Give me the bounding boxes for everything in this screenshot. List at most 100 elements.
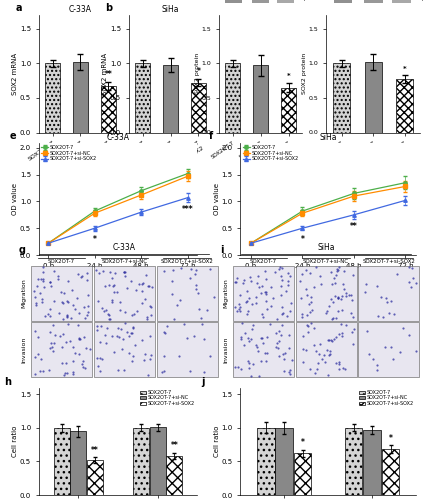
Point	[333, 265, 340, 273]
Bar	[345, 428, 363, 495]
Point	[64, 313, 71, 321]
Point	[51, 331, 58, 339]
Point	[35, 350, 42, 358]
Point	[79, 362, 86, 370]
Point	[413, 346, 420, 354]
Point	[72, 348, 79, 356]
Point	[299, 358, 306, 366]
Point	[389, 356, 396, 364]
Point	[114, 332, 121, 340]
Text: *: *	[403, 66, 407, 71]
Point	[323, 309, 329, 317]
Point	[254, 279, 260, 287]
Point	[74, 294, 81, 302]
Text: Migration: Migration	[223, 278, 228, 308]
Text: *: *	[301, 438, 305, 448]
Y-axis label: OD value: OD value	[214, 182, 220, 215]
Point	[84, 268, 91, 276]
Point	[115, 366, 121, 374]
Bar	[94, 266, 155, 320]
Point	[305, 328, 312, 336]
Point	[67, 314, 74, 322]
Text: **: **	[350, 222, 358, 231]
Point	[315, 359, 322, 367]
Point	[162, 329, 169, 337]
Point	[63, 370, 70, 378]
Point	[253, 292, 260, 300]
Point	[64, 277, 71, 285]
Title: SiHa: SiHa	[320, 132, 337, 141]
Point	[328, 336, 335, 344]
Point	[66, 337, 73, 345]
Point	[61, 369, 68, 377]
Point	[325, 351, 332, 359]
Text: *: *	[287, 74, 290, 80]
Point	[61, 288, 68, 296]
Point	[31, 370, 38, 378]
Point	[129, 311, 136, 319]
Point	[329, 315, 336, 323]
Point	[231, 304, 238, 312]
Point	[176, 296, 183, 304]
Point	[102, 282, 109, 290]
Point	[382, 342, 389, 350]
Point	[139, 336, 146, 344]
Point	[239, 279, 246, 287]
Point	[326, 336, 333, 344]
Point	[234, 307, 241, 315]
Point	[85, 308, 92, 316]
Point	[59, 298, 66, 306]
Point	[316, 350, 323, 358]
Point	[257, 334, 264, 342]
Point	[377, 293, 384, 301]
Point	[82, 314, 88, 322]
Point	[236, 300, 242, 308]
Point	[69, 368, 76, 376]
Point	[347, 291, 354, 299]
Bar	[225, 64, 240, 132]
Point	[33, 301, 39, 309]
Point	[112, 269, 118, 277]
Text: C-33A: C-33A	[113, 242, 136, 252]
Point	[30, 287, 37, 295]
Point	[284, 282, 291, 290]
Point	[409, 274, 416, 282]
Point	[63, 358, 69, 366]
Point	[133, 286, 139, 294]
Point	[254, 348, 261, 356]
Point	[129, 357, 136, 365]
Point	[134, 307, 141, 315]
Point	[364, 328, 371, 336]
Point	[174, 300, 181, 308]
Point	[31, 353, 38, 361]
Point	[95, 268, 102, 276]
Point	[400, 324, 407, 332]
Point	[146, 332, 153, 340]
Point	[245, 364, 252, 372]
Point	[148, 310, 154, 318]
Point	[330, 336, 337, 344]
Point	[241, 276, 248, 284]
Point	[262, 356, 269, 364]
Point	[44, 310, 51, 318]
Point	[324, 371, 331, 379]
Point	[204, 306, 211, 314]
Point	[345, 291, 352, 299]
Point	[333, 272, 340, 280]
Point	[308, 294, 315, 302]
Point	[348, 309, 355, 317]
Point	[69, 286, 76, 294]
Point	[287, 308, 293, 316]
Point	[129, 324, 136, 332]
Point	[284, 270, 291, 278]
Text: e: e	[10, 131, 17, 141]
Point	[286, 344, 293, 352]
Point	[280, 308, 287, 316]
Point	[47, 282, 54, 290]
Legend: SOX2OT-7, SOX2OT-7+si-NC, SOX2OT-7+si-SOX2: SOX2OT-7, SOX2OT-7+si-NC, SOX2OT-7+si-SO…	[140, 390, 195, 406]
Point	[318, 280, 325, 287]
Point	[86, 344, 93, 352]
Point	[394, 270, 401, 278]
Point	[349, 271, 356, 279]
Point	[287, 366, 294, 374]
